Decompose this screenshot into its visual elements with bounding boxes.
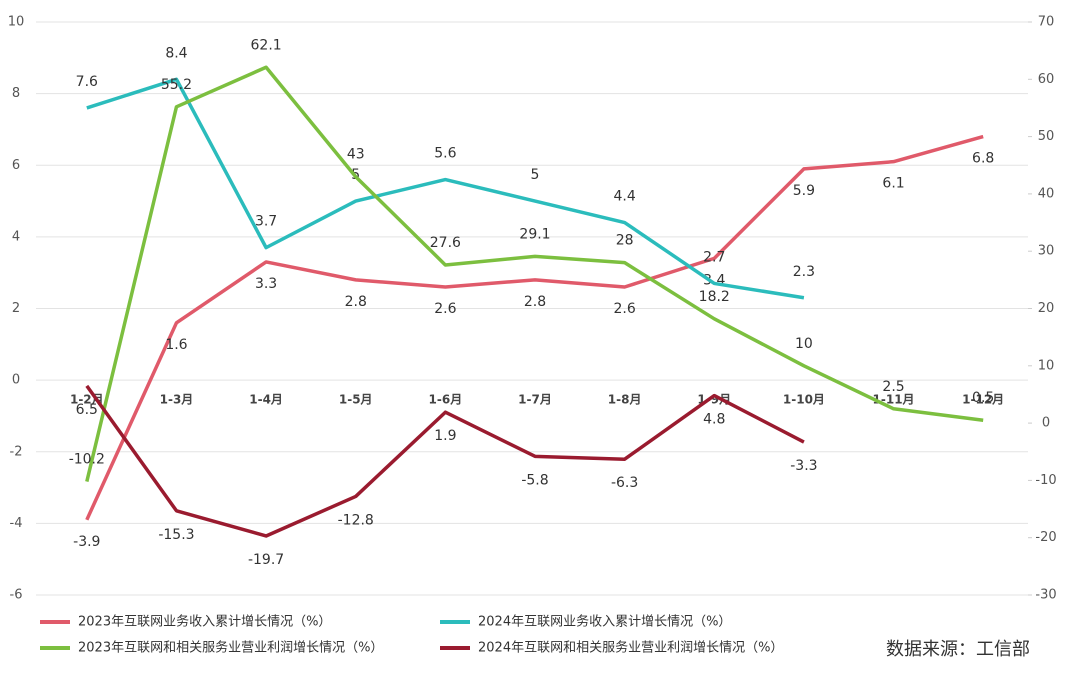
y-tick-label: -6	[10, 588, 23, 603]
x-tick-label: 1-10月	[783, 393, 825, 407]
legend-label: 2023年互联网和相关服务业营业利润增长情况（%）	[78, 640, 383, 656]
y2-tick-label: 70	[1038, 15, 1055, 30]
data-label: 5.6	[434, 146, 456, 162]
y-tick-label: 4	[12, 229, 20, 244]
x-tick-label: 1-7月	[518, 393, 552, 407]
y2-tick-label: -10	[1035, 473, 1056, 488]
data-label: -5.8	[521, 472, 548, 488]
data-label: 0.5	[972, 390, 994, 406]
data-label: -19.7	[248, 552, 284, 568]
x-tick-label: 1-6月	[429, 393, 463, 407]
y-tick-label: -4	[10, 516, 23, 531]
data-label: 1.6	[165, 337, 187, 353]
series-line	[86, 77, 805, 300]
data-label: 5.9	[793, 183, 815, 199]
y2-tick-label: -20	[1035, 530, 1056, 545]
data-label: 18.2	[699, 289, 730, 305]
legend-label: 2023年互联网业务收入累计增长情况（%）	[78, 614, 331, 630]
data-label: -12.8	[338, 512, 374, 528]
y2-tick-label: 50	[1038, 129, 1055, 144]
data-label: 6.1	[882, 176, 904, 192]
data-label: 43	[347, 147, 365, 163]
series-line	[85, 384, 805, 538]
data-label: 4.4	[614, 189, 636, 205]
y-tick-label: 0	[12, 373, 20, 388]
data-label: -10.2	[69, 452, 105, 468]
data-label: -15.3	[158, 527, 194, 543]
data-label: 2.7	[703, 249, 725, 265]
data-label: 28	[616, 233, 634, 249]
data-label: 3.7	[255, 214, 277, 230]
y2-tick-label: 0	[1042, 416, 1050, 431]
source-note: 数据来源：工信部	[886, 639, 1030, 660]
data-label: 8.4	[165, 45, 187, 61]
data-label: 2.8	[345, 294, 367, 310]
data-label: 2.8	[524, 294, 546, 310]
data-label: 7.6	[76, 74, 98, 90]
data-label: 6.5	[76, 402, 98, 418]
y2-tick-label: 60	[1038, 72, 1055, 87]
x-tick-label: 1-8月	[608, 393, 642, 407]
x-tick-label: 1-12月	[962, 393, 1004, 407]
y-tick-label: 8	[12, 86, 20, 101]
y2-tick-label: 20	[1038, 301, 1055, 316]
x-tick-label: 1-3月	[160, 393, 194, 407]
data-label: 10	[795, 336, 813, 352]
series-line	[85, 65, 984, 482]
data-label: 62.1	[251, 37, 282, 53]
data-label: 1.9	[434, 428, 456, 444]
data-label: 2.6	[434, 301, 456, 317]
y2-tick-label: 10	[1038, 358, 1055, 373]
x-tick-label: 1-4月	[249, 393, 283, 407]
data-label: 5	[531, 167, 540, 183]
data-label: 2.6	[614, 301, 636, 317]
y2-tick-label: 40	[1038, 186, 1055, 201]
data-label: 3.3	[255, 276, 277, 292]
data-label: 55.2	[161, 77, 192, 93]
data-label: -6.3	[611, 475, 638, 491]
y2-tick-label: 30	[1038, 244, 1055, 259]
y-tick-label: -2	[10, 444, 23, 459]
x-tick-label: 1-5月	[339, 393, 373, 407]
data-label: 2.3	[793, 264, 815, 280]
data-label: 4.8	[703, 412, 725, 428]
y2-tick-label: -30	[1035, 588, 1056, 603]
data-label: -3.3	[790, 458, 817, 474]
y-tick-label: 2	[12, 301, 20, 316]
data-label: 27.6	[430, 235, 461, 251]
data-label: 2.5	[882, 379, 904, 395]
data-label: 29.1	[519, 226, 550, 242]
y-tick-label: 10	[8, 15, 25, 30]
legend-label: 2024年互联网业务收入累计增长情况（%）	[478, 614, 731, 630]
series-line	[85, 134, 984, 521]
legend-label: 2024年互联网和相关服务业营业利润增长情况（%）	[478, 640, 783, 656]
data-label: 6.8	[972, 151, 994, 167]
data-label: -3.9	[73, 534, 100, 550]
y-tick-label: 6	[12, 158, 20, 173]
